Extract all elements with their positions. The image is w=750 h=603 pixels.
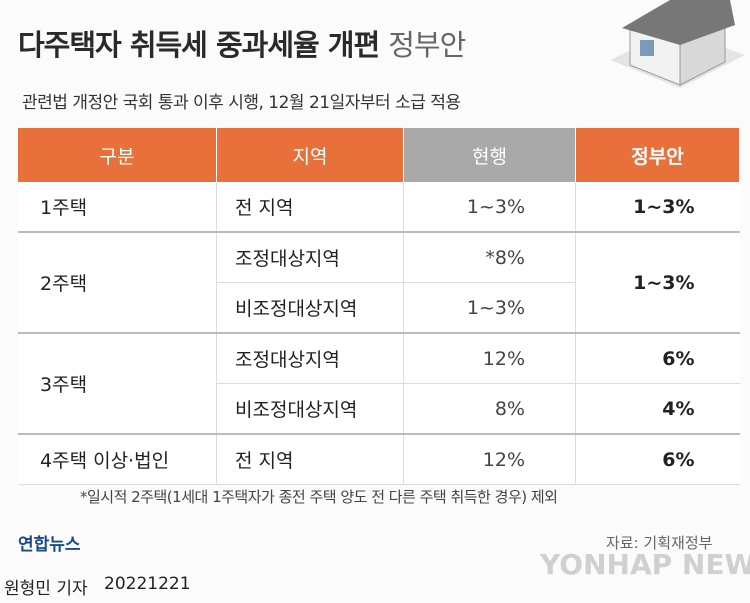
- header-cell: 현행: [403, 128, 576, 182]
- byline: 원형민 기자: [4, 579, 88, 599]
- region-cell: 비조정대상지역: [216, 383, 404, 435]
- proposal-cell: 4%: [575, 383, 740, 435]
- header-cell: 지역: [216, 128, 404, 182]
- table-row: 2주택 조정대상지역 *8% 1~3%: [18, 231, 740, 334]
- proposal-cell: 6%: [575, 433, 740, 485]
- region-cell: 전 지역: [216, 433, 404, 485]
- title-suffix: 정부안: [388, 28, 466, 62]
- date: 20221221: [104, 574, 191, 594]
- title-main: 다주택자 취득세 중과세율 개편: [18, 28, 380, 62]
- region-cell: 비조정대상지역: [216, 282, 404, 334]
- proposal-cell: 1~3%: [575, 231, 740, 334]
- category-cell: 4주택 이상·법인: [18, 433, 217, 485]
- table-row: 비조정대상지역 8% 4%: [18, 383, 740, 435]
- watermark: YONHAP NEWS: [540, 548, 750, 581]
- current-cell: 1~3%: [403, 182, 576, 233]
- header-cell: 구분: [18, 128, 217, 182]
- proposal-cell: 1~3%: [575, 182, 740, 233]
- current-cell: 1~3%: [403, 282, 576, 334]
- header-row: 구분 지역 현행 정부안: [18, 128, 740, 182]
- rate-table: 구분 지역 현행 정부안 1주택 전 지역 1~3% 1~3% 2주택 조정대상지역 *8% 1~3…: [18, 128, 740, 485]
- current-cell: *8%: [403, 231, 576, 283]
- table-row: 4주택 이상·법인 전 지역 12% 6%: [18, 433, 740, 485]
- region-cell: 전 지역: [216, 182, 404, 233]
- category-cell: 2주택: [18, 231, 217, 334]
- region-cell: 조정대상지역: [216, 231, 404, 283]
- table-row: 3주택 조정대상지역 12% 6%: [18, 332, 740, 435]
- current-cell: 8%: [403, 383, 576, 435]
- table-row: 1주택 전 지역 1~3% 1~3%: [18, 182, 740, 233]
- source: 자료: 기획재정부: [606, 534, 713, 552]
- footnote: *일시적 2주택(1세대 1주택자가 종전 주택 양도 전 다른 주택 취득한 …: [80, 488, 558, 506]
- proposal-cell: 6%: [575, 332, 740, 384]
- title: 다주택자 취득세 중과세율 개편 정부안: [18, 22, 466, 64]
- current-cell: 12%: [403, 332, 576, 384]
- logo: 연합뉴스: [18, 535, 81, 555]
- header-cell: 정부안: [575, 128, 740, 182]
- table-body: 1주택 전 지역 1~3% 1~3% 2주택 조정대상지역 *8% 1~3% 비조정대상지역 1~…: [18, 182, 740, 485]
- subtitle: 관련법 개정안 국회 통과 이후 시행, 12월 21일자부터 소급 적용: [22, 93, 461, 113]
- category-cell: 1주택: [18, 182, 217, 233]
- region-cell: 조정대상지역: [216, 332, 404, 384]
- category-cell: 3주택: [18, 332, 217, 435]
- current-cell: 12%: [403, 433, 576, 485]
- house-icon: [610, 0, 745, 88]
